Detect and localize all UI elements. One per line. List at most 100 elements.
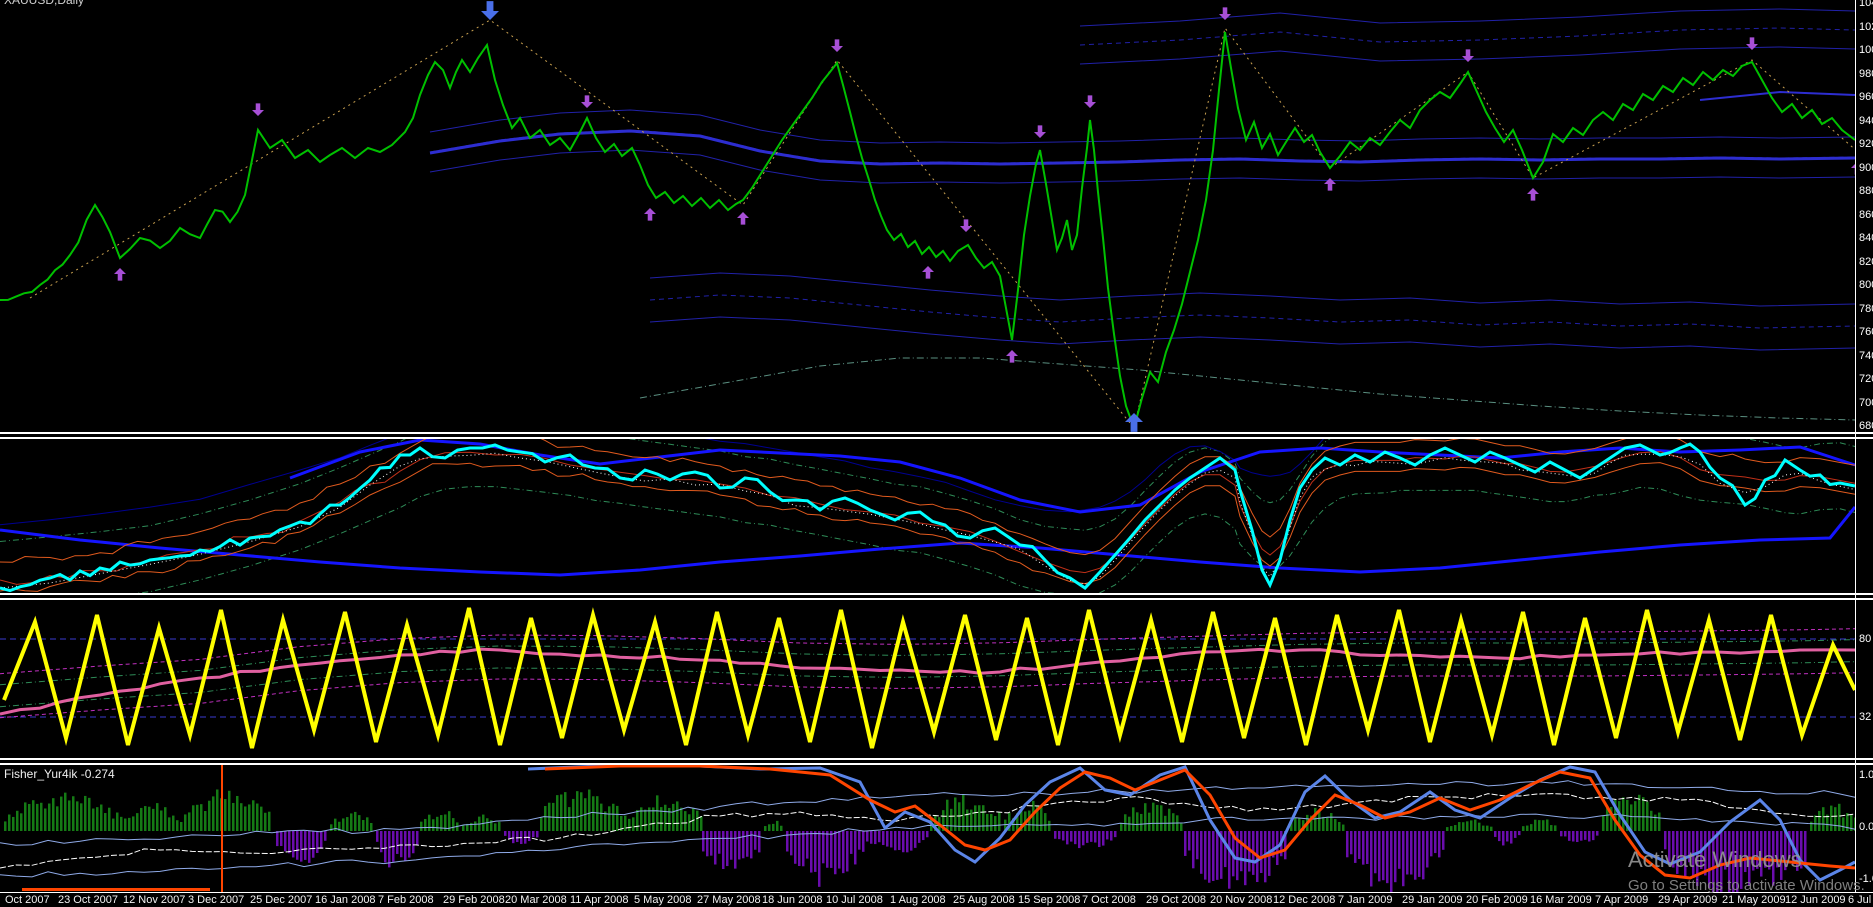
fisher-bar-up — [994, 816, 997, 831]
fisher-bar-down — [1220, 831, 1223, 879]
fisher-bar-up — [974, 805, 977, 831]
fisher-bar-up — [576, 791, 579, 831]
fisher-bar-down — [304, 831, 307, 860]
fisher-bar-up — [1120, 822, 1123, 831]
fisher-bar-up — [1654, 814, 1657, 831]
fisher-bar-up — [1834, 807, 1837, 831]
fisher-bar-up — [4, 821, 7, 831]
panel-separator[interactable] — [0, 763, 1873, 765]
fisher-bar-up — [648, 807, 651, 831]
fisher-bar-down — [1070, 831, 1073, 842]
fisher-bar-down — [746, 831, 749, 857]
down-arrow-signal[interactable] — [1219, 7, 1231, 21]
up-arrow-signal[interactable] — [114, 268, 126, 281]
fisher-bar-down — [1584, 831, 1587, 840]
fisher-bar-down — [874, 831, 877, 845]
fisher-bar-down — [516, 831, 519, 843]
fisher-bar-up — [572, 798, 575, 831]
up-arrow-signal[interactable] — [1125, 413, 1143, 432]
price-axis[interactable]: 1040.00 1020.00 1000.00 980.00 960.00 940.00 9… — [1856, 0, 1873, 892]
fisher-bar-up — [72, 796, 75, 831]
fisher-bar-up — [588, 789, 591, 831]
fisher-bar-up — [950, 808, 953, 831]
fisher-bar-down — [1422, 831, 1425, 880]
fisher-bar-down — [834, 831, 837, 875]
up-arrow-signal[interactable] — [1527, 188, 1539, 201]
panel-separator[interactable] — [0, 598, 1873, 600]
fisher-bar-up — [112, 818, 115, 831]
fisher-bar-up — [676, 801, 679, 831]
selection-period-bar[interactable] — [22, 888, 210, 891]
time-axis[interactable]: Oct 2007 23 Oct 2007 12 Nov 2007 3 Dec 2007… — [0, 893, 1873, 907]
time-label: 5 May 2008 — [634, 894, 692, 906]
fisher-bar-down — [1576, 831, 1579, 843]
down-arrow-signal[interactable] — [1084, 95, 1096, 108]
fisher-bar-up — [696, 810, 699, 831]
band_a-middle — [1079, 27, 1856, 46]
fisher-bar-down — [316, 831, 319, 854]
down-arrow-signal[interactable] — [1462, 49, 1474, 62]
fisher-bar-down — [280, 831, 283, 846]
fisher-bar-up — [986, 813, 989, 831]
fisher-panel[interactable] — [0, 765, 1857, 897]
down-arrow-signal[interactable] — [581, 95, 593, 108]
fisher-bar-down — [1592, 831, 1595, 841]
band_c-upper — [649, 272, 1856, 307]
fisher-bar-up — [264, 812, 267, 831]
fisher-bar-down — [408, 831, 411, 858]
fisher-bar-down — [718, 831, 721, 854]
fisher-bar-down — [1788, 831, 1791, 859]
band_c-lower — [649, 316, 1856, 351]
down-arrow-signal[interactable] — [252, 103, 264, 116]
down-arrow-signal[interactable] — [960, 219, 972, 232]
fisher-bar-up — [1466, 821, 1469, 831]
fisher-bar-down — [1596, 831, 1599, 836]
panel-separator[interactable] — [0, 758, 1873, 760]
fisher-bar-up — [1140, 813, 1143, 831]
down-arrow-signal[interactable] — [481, 1, 499, 20]
price-label: 960.00 — [1859, 91, 1873, 103]
down-arrow-signal[interactable] — [831, 39, 843, 52]
smooth-panel[interactable] — [0, 411, 1856, 608]
panel-separator[interactable] — [0, 593, 1873, 595]
fisher-bar-up — [592, 796, 595, 831]
fisher-bar-up — [56, 806, 59, 831]
fisher-bar-up — [768, 824, 771, 831]
fisher-bar-up — [1290, 821, 1293, 831]
down-arrow-signal[interactable] — [1746, 37, 1758, 50]
teal_ma — [639, 357, 1856, 421]
fisher-bar-down — [300, 831, 303, 862]
up-arrow-signal[interactable] — [1324, 178, 1336, 191]
fisher-bar-up — [1136, 812, 1139, 831]
up-arrow-signal[interactable] — [1006, 350, 1018, 363]
up-arrow-signal[interactable] — [922, 266, 934, 279]
down-arrow-signal[interactable] — [1034, 125, 1046, 138]
fisher-bar-up — [776, 820, 779, 831]
fisher-bar-up — [568, 807, 571, 831]
fisher-bar-up — [1638, 794, 1641, 831]
panel-separator[interactable] — [0, 432, 1873, 434]
up-arrow-signal[interactable] — [644, 208, 656, 221]
fisher-bar-down — [1438, 831, 1441, 858]
stoch-panel[interactable] — [0, 607, 1856, 749]
fisher-bar-up — [466, 823, 469, 831]
panel-separator[interactable] — [0, 437, 1873, 439]
fisher-bar-up — [978, 805, 981, 831]
main-panel[interactable] — [0, 1, 1863, 432]
time-axis-divider — [0, 892, 1873, 893]
fisher-bar-down — [1204, 831, 1207, 880]
up-arrow-signal[interactable] — [1851, 162, 1863, 175]
fisher-bar-up — [436, 816, 439, 831]
fisher-bar-up — [12, 816, 15, 831]
price-label: 860.00 — [1859, 208, 1873, 221]
fisher-bar-down — [1708, 831, 1711, 889]
fisher-bar-up — [1542, 820, 1545, 831]
fisher-bar-down — [810, 831, 813, 873]
up-arrow-signal[interactable] — [737, 212, 749, 225]
fisher-bar-down — [1514, 831, 1517, 838]
fisher-bar-down — [1588, 831, 1591, 842]
price-label: 680.00 — [1859, 420, 1873, 432]
time-label: 10 Jul 2008 — [826, 894, 883, 906]
